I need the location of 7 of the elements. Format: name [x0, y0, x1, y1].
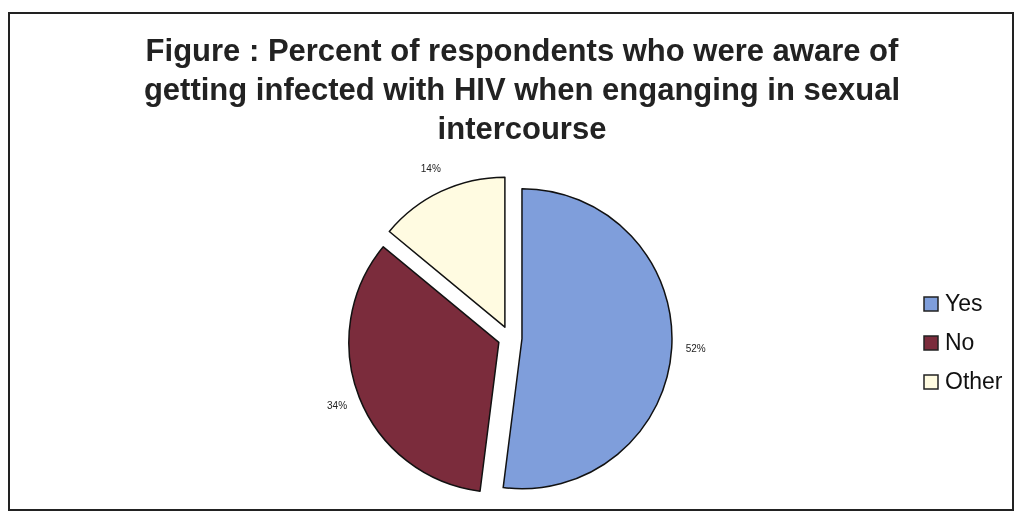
data-label: 14% [420, 163, 441, 175]
data-label: 52% [685, 343, 706, 355]
legend-label: Other [945, 368, 1003, 395]
legend-label: No [945, 329, 975, 356]
chart-title: Figure : Percent of respondents who were aware of getting infected with HIV when enganging in sexual intercourse [143, 33, 901, 146]
data-label: 34% [327, 400, 348, 412]
legend-label: Yes [945, 290, 983, 317]
